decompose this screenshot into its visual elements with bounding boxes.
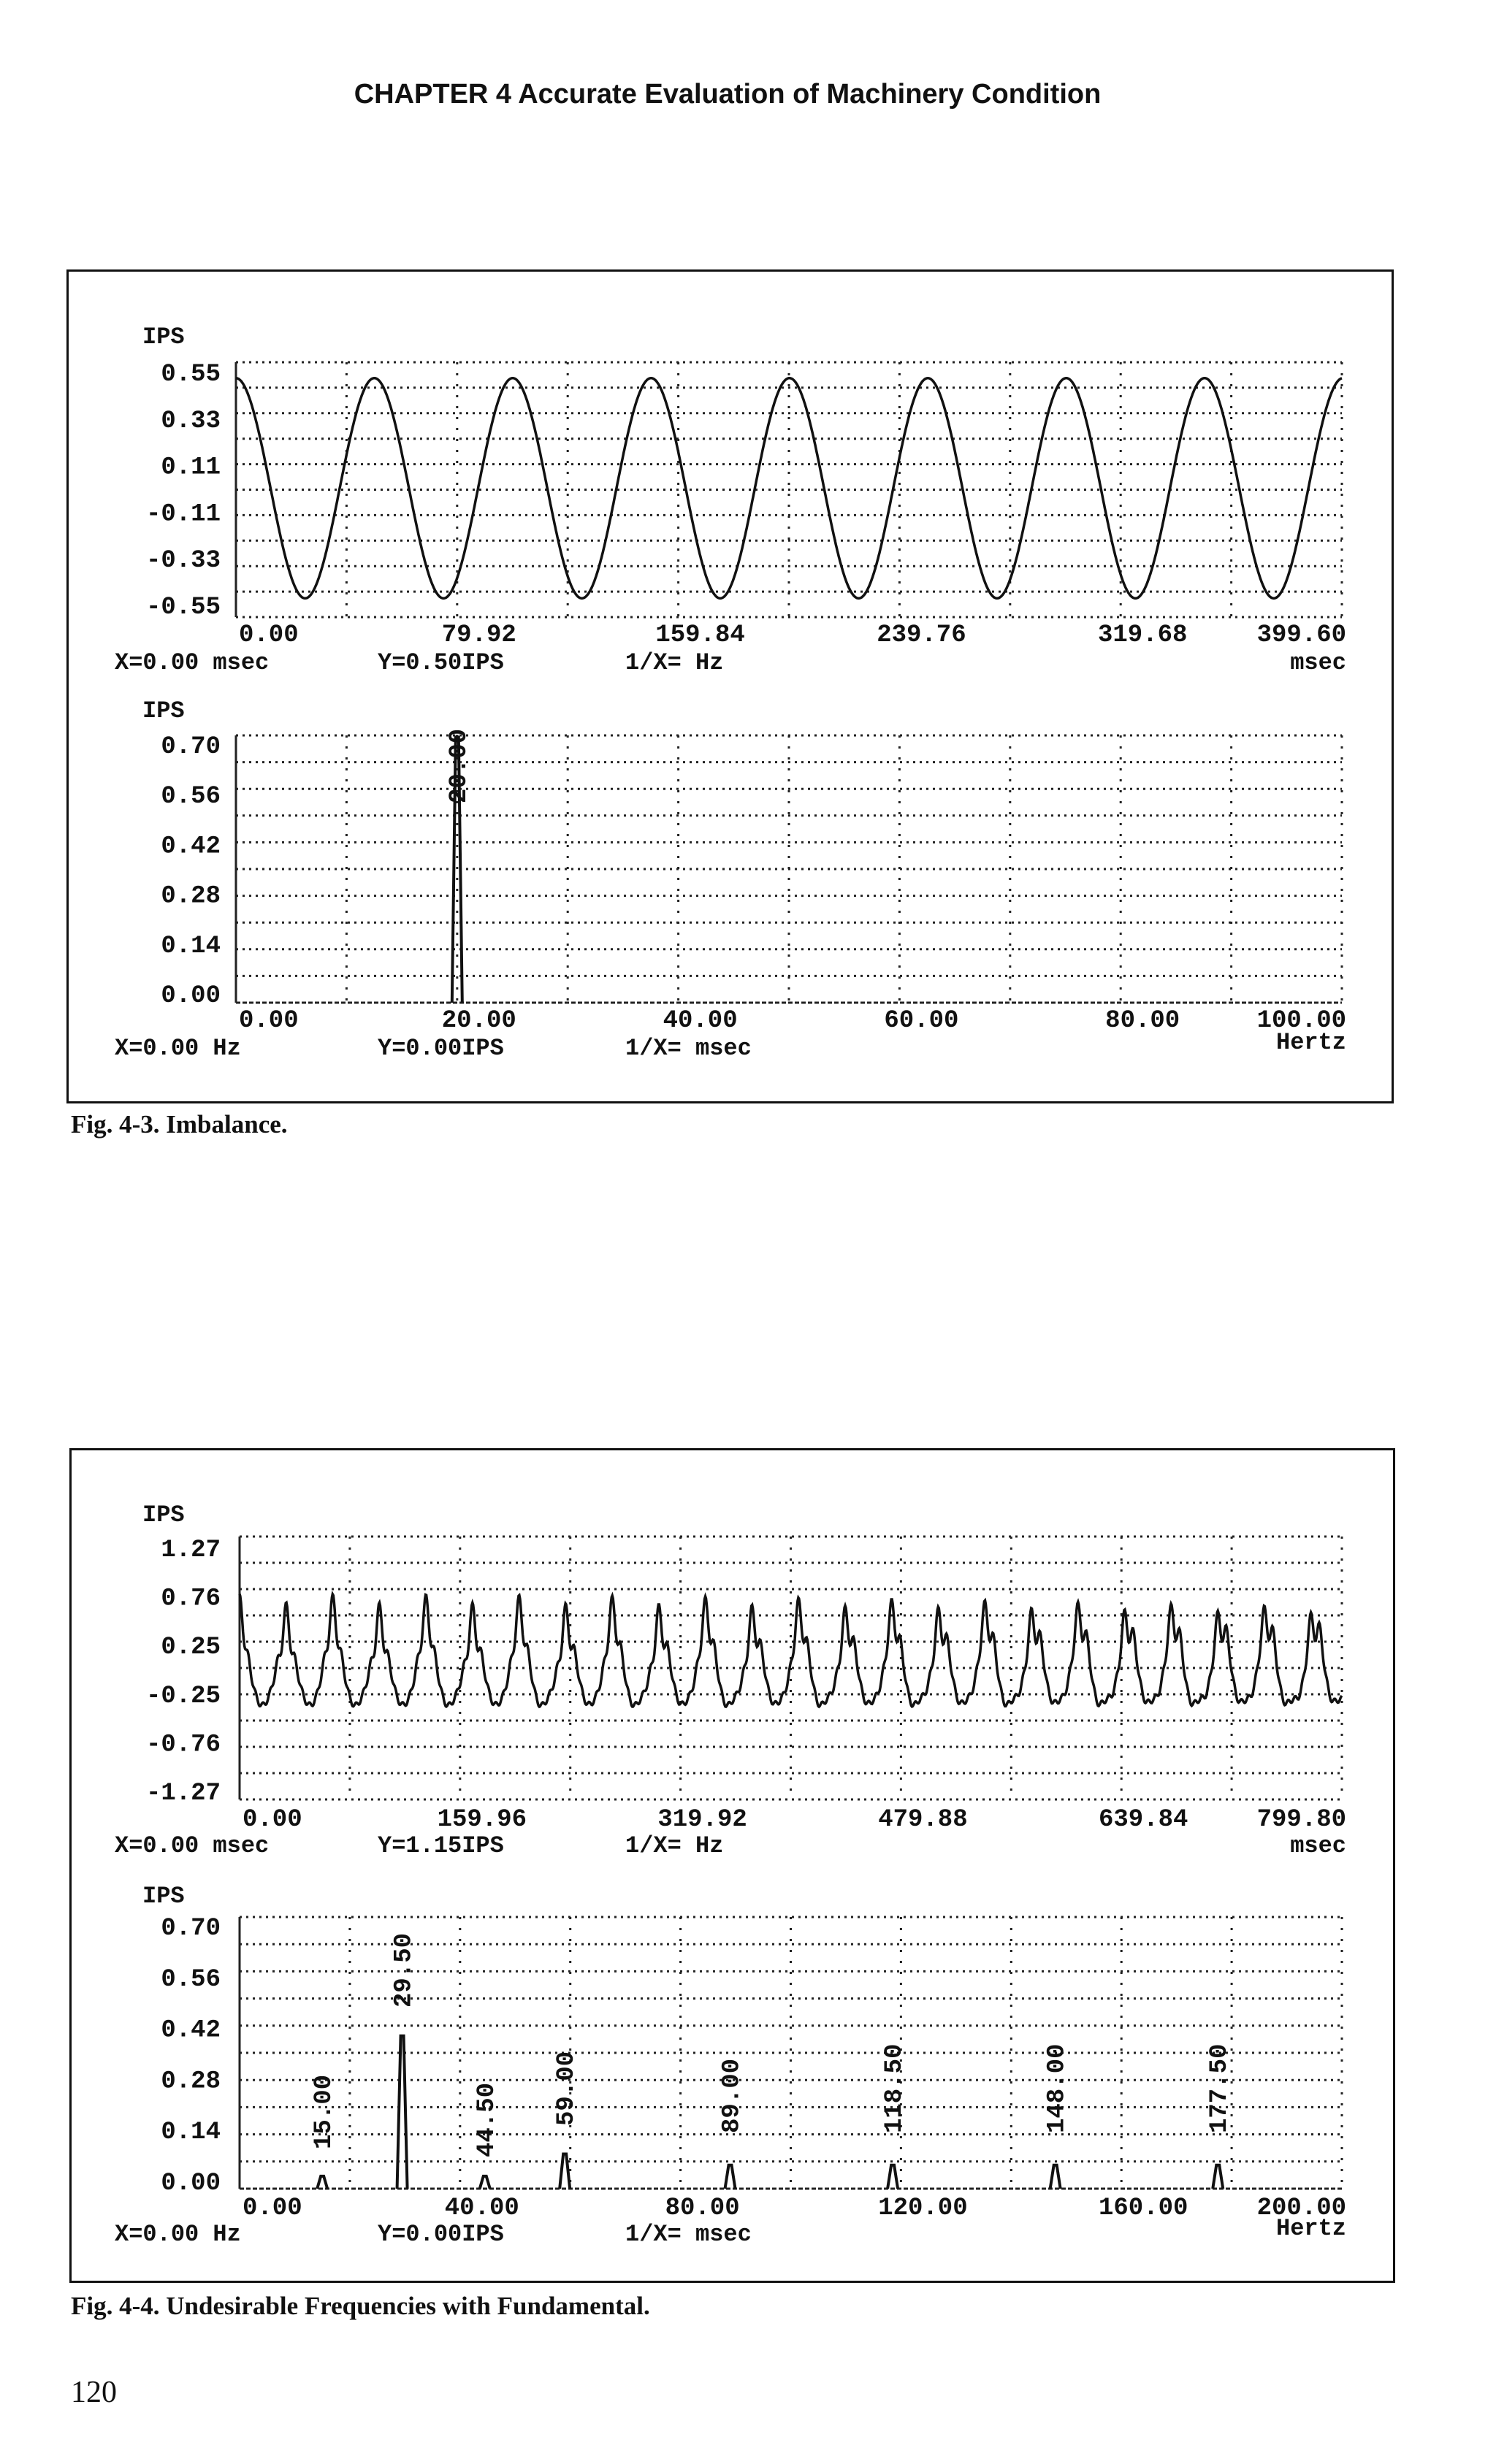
spectrum-peak bbox=[1048, 2163, 1062, 2189]
x-tick-label: 319.68 bbox=[1098, 621, 1187, 649]
y-tick-label: -0.33 bbox=[146, 547, 221, 575]
spectrum-peak bbox=[450, 736, 464, 1003]
inverse-x-readout: 1/X= Hz bbox=[625, 1832, 723, 1859]
page-number: 120 bbox=[71, 2376, 117, 2409]
inverse-x-readout: 1/X= Hz bbox=[625, 649, 723, 676]
x-tick-label: 479.88 bbox=[878, 1806, 967, 1834]
cursor-x-readout: X=0.00 Hz bbox=[115, 2221, 241, 2248]
chart-4: IPS 0.70 0.56 0.42 0.28 0.14 0.00 0.00 40.00 80.0… bbox=[115, 1883, 1346, 2248]
peak-frequency-label: 15.00 bbox=[310, 2075, 338, 2149]
cursor-x-readout: X=0.00 msec bbox=[115, 649, 269, 676]
spectrum-peak bbox=[723, 2163, 737, 2189]
waveform-line bbox=[235, 376, 1343, 600]
y-axis-label: IPS bbox=[142, 1501, 185, 1528]
x-tick-label: 40.00 bbox=[663, 1007, 738, 1035]
y-axis-label: IPS bbox=[142, 324, 185, 351]
x-tick-label: 60.00 bbox=[884, 1007, 958, 1035]
y-tick-label: -0.55 bbox=[146, 594, 221, 621]
spectrum-peak bbox=[478, 2174, 492, 2189]
x-tick-label: 159.96 bbox=[438, 1806, 527, 1834]
y-tick-label: 0.42 bbox=[161, 833, 221, 860]
spectrum-peak bbox=[395, 2034, 409, 2189]
inverse-x-readout: 1/X= msec bbox=[625, 2221, 752, 2248]
y-tick-label: -0.25 bbox=[146, 1683, 221, 1710]
y-tick-label: 0.14 bbox=[161, 2119, 221, 2146]
y-tick-label: 0.00 bbox=[161, 982, 221, 1010]
x-unit-label: msec bbox=[1290, 1832, 1346, 1859]
y-tick-label: 0.28 bbox=[161, 2067, 221, 2095]
figure-4-3-caption: Fig. 4-3. Imbalance. bbox=[71, 1110, 288, 1139]
y-tick-label: 1.27 bbox=[161, 1537, 221, 1564]
chart-3: IPS 1.27 0.76 0.25 -0.25 -0.76 -1.27 0.00 159.96… bbox=[115, 1501, 1346, 1859]
x-tick-label: 20.00 bbox=[442, 1007, 516, 1035]
cursor-y-readout: Y=0.50IPS bbox=[378, 649, 504, 676]
y-tick-label: 0.70 bbox=[161, 733, 221, 761]
x-tick-label: 0.00 bbox=[239, 621, 299, 649]
y-tick-label: 0.25 bbox=[161, 1634, 221, 1661]
cursor-x-readout: X=0.00 Hz bbox=[115, 1035, 241, 1062]
y-axis-label: IPS bbox=[142, 1883, 185, 1910]
peak-frequency-label: 89.00 bbox=[719, 2059, 747, 2133]
spectrum-peak bbox=[316, 2174, 329, 2189]
y-tick-label: 0.55 bbox=[161, 361, 221, 389]
peak-frequency-label: 118.50 bbox=[881, 2044, 909, 2133]
y-tick-label: 0.56 bbox=[161, 783, 221, 811]
chart-2: IPS 0.70 0.56 0.42 0.28 0.14 0.00 0.00 20.00 40.0… bbox=[115, 697, 1346, 1062]
x-tick-label: 159.84 bbox=[655, 621, 744, 649]
x-tick-label: 0.00 bbox=[243, 2195, 302, 2222]
x-tick-label: 100.00 bbox=[1257, 1007, 1346, 1035]
x-unit-label: Hertz bbox=[1276, 1029, 1346, 1056]
x-tick-label: 0.00 bbox=[243, 1806, 302, 1834]
x-tick-label: 639.84 bbox=[1099, 1806, 1188, 1834]
cursor-y-readout: Y=0.00IPS bbox=[378, 2221, 504, 2248]
y-axis-label: IPS bbox=[142, 697, 185, 724]
figure-4-4-frame bbox=[69, 1448, 1395, 2283]
figure-4-3-frame bbox=[66, 269, 1394, 1103]
inverse-x-readout: 1/X= msec bbox=[625, 1035, 752, 1062]
y-tick-label: 0.76 bbox=[161, 1585, 221, 1613]
y-tick-label: 0.11 bbox=[161, 454, 221, 482]
x-tick-label: 120.00 bbox=[878, 2195, 967, 2222]
peak-frequency-label: 29.50 bbox=[391, 1933, 419, 2008]
peak-frequency-label: 148.00 bbox=[1044, 2044, 1072, 2133]
cursor-y-readout: Y=0.00IPS bbox=[378, 1035, 504, 1062]
peak-frequency-label: 59.00 bbox=[553, 2051, 581, 2126]
chart-1: IPS 0.55 0.33 0.11 -0.11 -0.33 -0.55 0.00 79.92 1… bbox=[115, 324, 1346, 676]
y-tick-label: 0.14 bbox=[161, 933, 221, 960]
y-tick-label: 0.33 bbox=[161, 408, 221, 435]
x-tick-label: 80.00 bbox=[665, 2195, 740, 2222]
x-tick-label: 399.60 bbox=[1257, 621, 1346, 649]
spectrum-peak bbox=[886, 2163, 900, 2189]
running-title: CHAPTER 4 Accurate Evaluation of Machine… bbox=[354, 79, 1102, 110]
cursor-y-readout: Y=1.15IPS bbox=[378, 1832, 504, 1859]
x-tick-label: 79.92 bbox=[442, 621, 516, 649]
y-tick-label: 0.00 bbox=[161, 2170, 221, 2197]
y-tick-label: 0.56 bbox=[161, 1966, 221, 1994]
x-unit-label: Hertz bbox=[1276, 2215, 1346, 2242]
x-tick-label: 319.92 bbox=[657, 1806, 747, 1834]
x-tick-label: 799.80 bbox=[1257, 1806, 1346, 1834]
peak-frequency-label: 20.00 bbox=[446, 729, 473, 803]
y-tick-label: -0.11 bbox=[146, 500, 221, 528]
x-tick-label: 40.00 bbox=[445, 2195, 519, 2222]
y-tick-label: 0.70 bbox=[161, 1915, 221, 1943]
x-tick-label: 80.00 bbox=[1105, 1007, 1180, 1035]
x-unit-label: msec bbox=[1290, 649, 1346, 676]
waveform-line bbox=[238, 1590, 1343, 1709]
peak-frequency-label: 177.50 bbox=[1206, 2044, 1234, 2133]
spectrum-peak bbox=[558, 2152, 572, 2189]
x-tick-label: 0.00 bbox=[239, 1007, 299, 1035]
y-tick-label: 0.28 bbox=[161, 883, 221, 911]
cursor-x-readout: X=0.00 msec bbox=[115, 1832, 269, 1859]
x-tick-label: 239.76 bbox=[877, 621, 966, 649]
figure-4-4-caption: Fig. 4-4. Undesirable Frequencies with F… bbox=[71, 2292, 650, 2320]
peak-frequency-label: 44.50 bbox=[473, 2083, 501, 2157]
x-tick-label: 160.00 bbox=[1099, 2195, 1188, 2222]
y-tick-label: -0.76 bbox=[146, 1731, 221, 1759]
y-tick-label: -1.27 bbox=[146, 1780, 221, 1807]
y-tick-label: 0.42 bbox=[161, 2017, 221, 2045]
spectrum-peak bbox=[1211, 2163, 1225, 2189]
x-tick-label: 200.00 bbox=[1257, 2195, 1346, 2222]
